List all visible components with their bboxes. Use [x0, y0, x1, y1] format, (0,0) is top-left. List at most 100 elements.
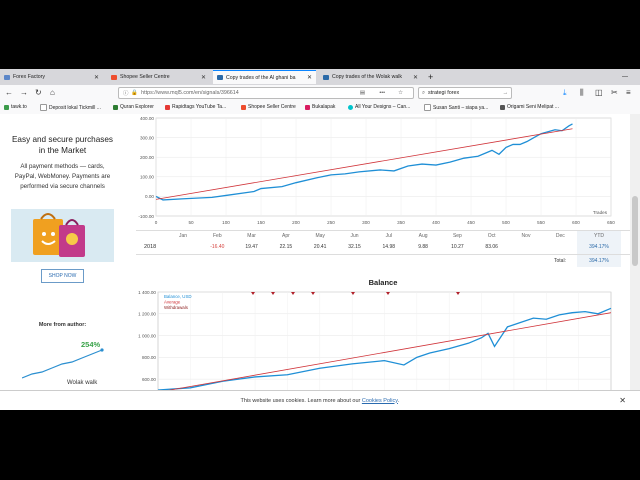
- reload-icon[interactable]: ↻: [35, 88, 42, 97]
- withdrawal-marker: [271, 292, 275, 295]
- x-tick-label: 300: [362, 220, 370, 225]
- cookies-policy-link[interactable]: Cookies Policy: [361, 397, 398, 404]
- close-icon[interactable]: ✕: [306, 75, 312, 81]
- month-header: Aug: [418, 233, 428, 239]
- author-sparkline[interactable]: [22, 346, 104, 380]
- cookie-text: This website uses cookies. Learn more ab…: [240, 397, 361, 404]
- search-value[interactable]: strategi forex: [428, 90, 460, 96]
- canva-favicon-icon: [348, 104, 353, 110]
- bookmark-label: Deposit lokal Tickmill ...: [49, 104, 101, 111]
- bookmark-item[interactable]: Origami Seni Melipat ...: [500, 104, 559, 110]
- x-tick-label: 550: [537, 220, 545, 225]
- bookmark-item[interactable]: Deposit lokal Tickmill ...: [40, 104, 101, 111]
- tab-wolak-walk[interactable]: Copy trades of the Wolak walk ✕: [319, 70, 422, 84]
- bookmark-label: tawk.to: [11, 104, 27, 110]
- y-tick-label: 200.00: [140, 155, 154, 160]
- tab-forex-factory[interactable]: Forex Factory ✕: [0, 70, 103, 84]
- bookmark-item[interactable]: Quran Explorer: [113, 104, 154, 110]
- x-tick-label: 600: [572, 220, 580, 225]
- table-frame: [136, 230, 630, 269]
- lock-icon: 🔒: [131, 90, 139, 96]
- go-arrow-icon[interactable]: →: [502, 90, 508, 96]
- tab-label: Shopee Seller Centre: [120, 74, 170, 80]
- balance-chart-title: Balance: [368, 278, 398, 287]
- x-tick-label: 200: [292, 220, 300, 225]
- sidebar-toggle-icon[interactable]: ◫: [595, 88, 603, 97]
- y-tick-label: -100.00: [138, 214, 154, 219]
- withdrawal-marker: [456, 292, 460, 295]
- bookmark-star-icon[interactable]: ☆: [398, 90, 403, 96]
- month-header: Jul: [385, 233, 392, 239]
- tab-shopee[interactable]: Shopee Seller Centre ✕: [107, 70, 210, 84]
- tab-al-ghani[interactable]: Copy trades of the Al ghani ba ✕: [213, 70, 316, 84]
- month-header: YTD: [594, 233, 604, 239]
- month-value: -16.40: [210, 244, 225, 250]
- bookmark-item[interactable]: tawk.to: [4, 104, 27, 110]
- origami-favicon-icon: [500, 104, 505, 110]
- month-header: Mar: [247, 233, 256, 239]
- cookie-end: .: [397, 397, 400, 404]
- shop-now-button[interactable]: SHOP NOW: [41, 269, 84, 283]
- screenshot-icon[interactable]: ✂: [611, 88, 618, 97]
- bookmark-item[interactable]: Bukalapak: [305, 104, 335, 110]
- x-tick-label: 400: [432, 220, 440, 225]
- close-icon[interactable]: ✕: [619, 396, 626, 405]
- tab-label: Copy trades of the Al ghani ba: [226, 74, 296, 81]
- month-header: Oct: [487, 233, 496, 239]
- bookmark-item[interactable]: All Your Designs – Can...: [348, 104, 410, 110]
- month-header: Dec: [555, 233, 565, 239]
- table-divider: [136, 254, 630, 255]
- url-text[interactable]: https://www.mql5.com/en/signals/396614: [141, 90, 239, 96]
- month-header: May: [315, 233, 325, 239]
- x-tick-label: 650: [607, 220, 615, 225]
- month-header: Jun: [350, 233, 359, 239]
- bukalapak-favicon-icon: [305, 104, 310, 110]
- reader-view-icon[interactable]: ▤: [359, 90, 365, 96]
- shopping-bags-image[interactable]: [11, 209, 114, 262]
- x-tick-label: 450: [467, 220, 475, 225]
- back-arrow-icon[interactable]: ←: [5, 88, 13, 97]
- bookmark-item[interactable]: Rapidtags YouTube Ta...: [165, 104, 226, 110]
- scrollbar-thumb[interactable]: [632, 196, 638, 266]
- page-favicon-icon: [424, 104, 431, 111]
- legend-label: Withdrawals: [164, 305, 189, 310]
- y-tick-label: 800.00: [142, 355, 156, 360]
- new-tab-button[interactable]: +: [428, 72, 434, 82]
- promo-text: All payment methods — cards, PayPal, Web…: [14, 163, 111, 190]
- bookmark-label: Susan Santi – siapa ya...: [433, 104, 489, 111]
- withdrawal-marker: [251, 292, 255, 295]
- tawk-favicon-icon: [4, 104, 9, 110]
- y-tick-label: 1 000.00: [138, 333, 156, 338]
- growth-chart: 400.00 300.00 200.00 100.00 0.00 -100.000 50 10…: [138, 116, 615, 225]
- home-icon[interactable]: ⌂: [50, 88, 55, 97]
- month-header: Jan: [178, 233, 188, 239]
- close-icon[interactable]: ✕: [412, 74, 418, 81]
- search-input[interactable]: ⌕ strategi forex →: [418, 87, 512, 99]
- download-icon[interactable]: ⤓: [563, 88, 567, 97]
- month-header: Sep: [452, 233, 462, 239]
- page-content: Easy and secure purchases in the Market …: [0, 114, 640, 390]
- shopee-favicon-icon: [111, 74, 117, 80]
- page-actions-icon[interactable]: •••: [379, 90, 385, 96]
- forward-arrow-icon[interactable]: →: [20, 88, 28, 97]
- y-tick-label: 300.00: [140, 135, 154, 140]
- average-series-line: [168, 312, 612, 390]
- menu-icon[interactable]: ≡: [626, 88, 631, 97]
- cookie-banner: This website uses cookies. Learn more ab…: [0, 390, 640, 410]
- close-icon[interactable]: ✕: [200, 74, 206, 81]
- x-tick-label: 350: [397, 220, 405, 225]
- bookmark-item[interactable]: Shopee Seller Centre: [241, 104, 296, 110]
- x-tick-label: 0: [155, 220, 158, 225]
- minimize-window-button[interactable]: —: [622, 74, 628, 80]
- close-icon[interactable]: ✕: [93, 74, 99, 81]
- shopping-bags-icon: [33, 213, 85, 257]
- month-value: 22.15: [279, 244, 293, 250]
- library-icon[interactable]: ⫼: [580, 88, 584, 97]
- y-tick-label: 0.00: [145, 194, 154, 199]
- y-tick-label: 600.00: [142, 377, 156, 382]
- ytd-column: [577, 231, 621, 267]
- author-name[interactable]: Wolak walk: [67, 380, 98, 386]
- info-icon[interactable]: ⓘ: [123, 91, 129, 97]
- bookmark-item[interactable]: Susan Santi – siapa ya...: [424, 104, 488, 111]
- url-bar[interactable]: ⓘ 🔒 https://www.mql5.com/en/signals/3966…: [118, 87, 414, 99]
